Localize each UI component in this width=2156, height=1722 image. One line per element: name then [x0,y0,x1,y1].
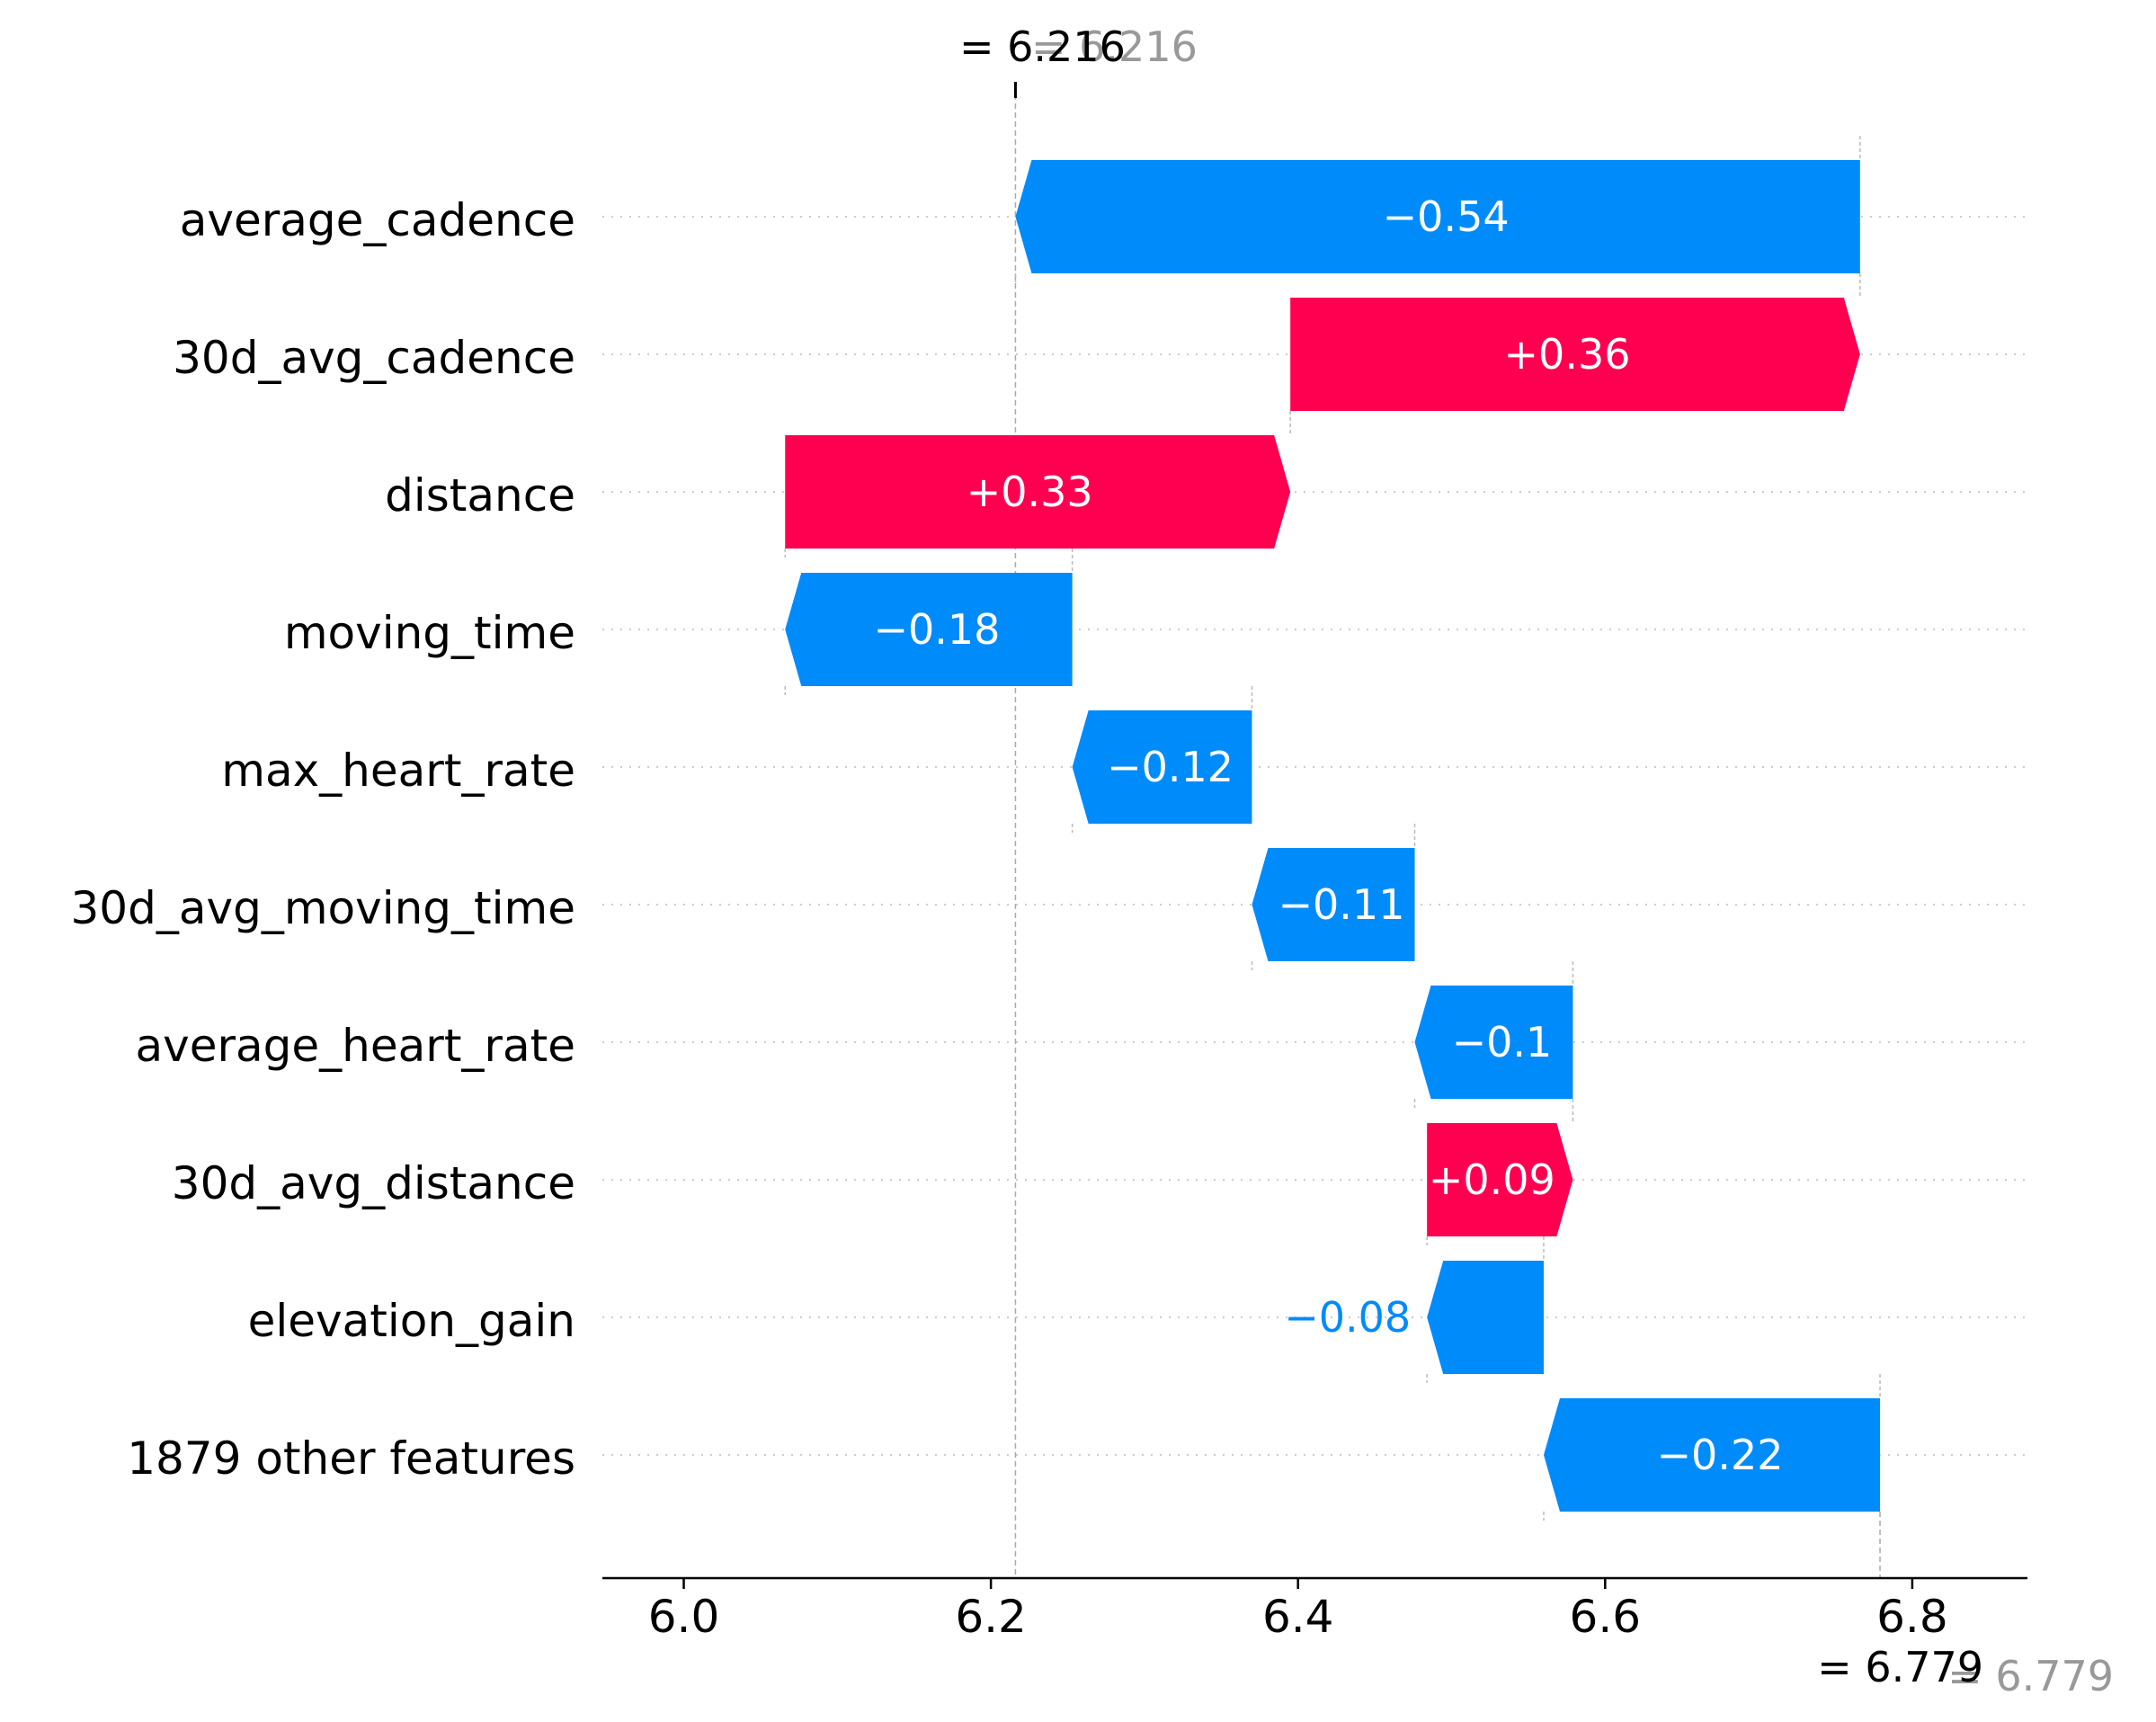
bar-negative [1252,848,1415,961]
feature-label: 30d_avg_moving_time [71,882,576,934]
bar-positive [785,435,1291,549]
bar-value-label: −0.08 [1284,1293,1411,1342]
bar-value-label: +0.33 [967,468,1093,516]
bar-value-label: +0.36 [1504,330,1631,379]
bar-negative [1543,1398,1881,1512]
value-annotations: = 6.216= 6.216 = 6.779= 6.779 [959,22,2114,1700]
feature-labels: average_cadence 30d_avg_cadence distance mo… [71,194,576,1485]
x-tick-label: 6.8 [1876,1591,1948,1643]
feature-label: distance [385,469,575,522]
x-tick-label: 6.4 [1262,1591,1334,1643]
output-value-label: = 6.779 [1817,1643,1983,1691]
bar-positive [1427,1123,1573,1236]
x-tick-label: 6.0 [648,1591,720,1643]
feature-label: 30d_avg_cadence [173,332,575,384]
x-tick-label: 6.6 [1570,1591,1642,1643]
feature-label: moving_time [284,607,575,659]
x-axis: 6.0 6.2 6.4 6.6 6.8 [602,1576,2027,1643]
connector-lines [784,82,1881,1578]
feature-label: max_heart_rate [221,745,575,797]
base-value-label: = 6.216 [959,22,1126,71]
feature-label: elevation_gain [248,1295,575,1347]
bar-positive [1290,298,1860,411]
output-value-ghost-label: = 6.779 [1947,1652,2114,1700]
feature-label: 1879 other features [127,1432,575,1485]
bar-value-label: −0.18 [873,605,1000,654]
bar-negative [1427,1261,1544,1374]
bar-negative [785,573,1073,686]
bar-negative [1072,710,1252,824]
feature-label: average_cadence [180,194,575,246]
bar-value-label: +0.09 [1429,1155,1555,1204]
bar-negative [1015,160,1860,273]
feature-label: 30d_avg_distance [172,1157,575,1209]
bar-value-label: −0.22 [1657,1431,1784,1479]
bar-value-label: −0.11 [1278,880,1405,929]
bar-value-label: −0.54 [1383,192,1510,241]
bar-negative [1414,986,1573,1099]
base-value-ghost-label: = 6.216 [1031,22,1198,71]
bar-value-label: −0.12 [1107,743,1234,791]
bar-value-label: −0.1 [1452,1018,1553,1066]
bars: −0.54 +0.36 +0.33 −0.18 −0.12 −0.11 −0.1 +0.09 −… [785,160,1881,1512]
x-tick-label: 6.2 [955,1591,1027,1643]
feature-label: average_heart_rate [135,1020,575,1072]
